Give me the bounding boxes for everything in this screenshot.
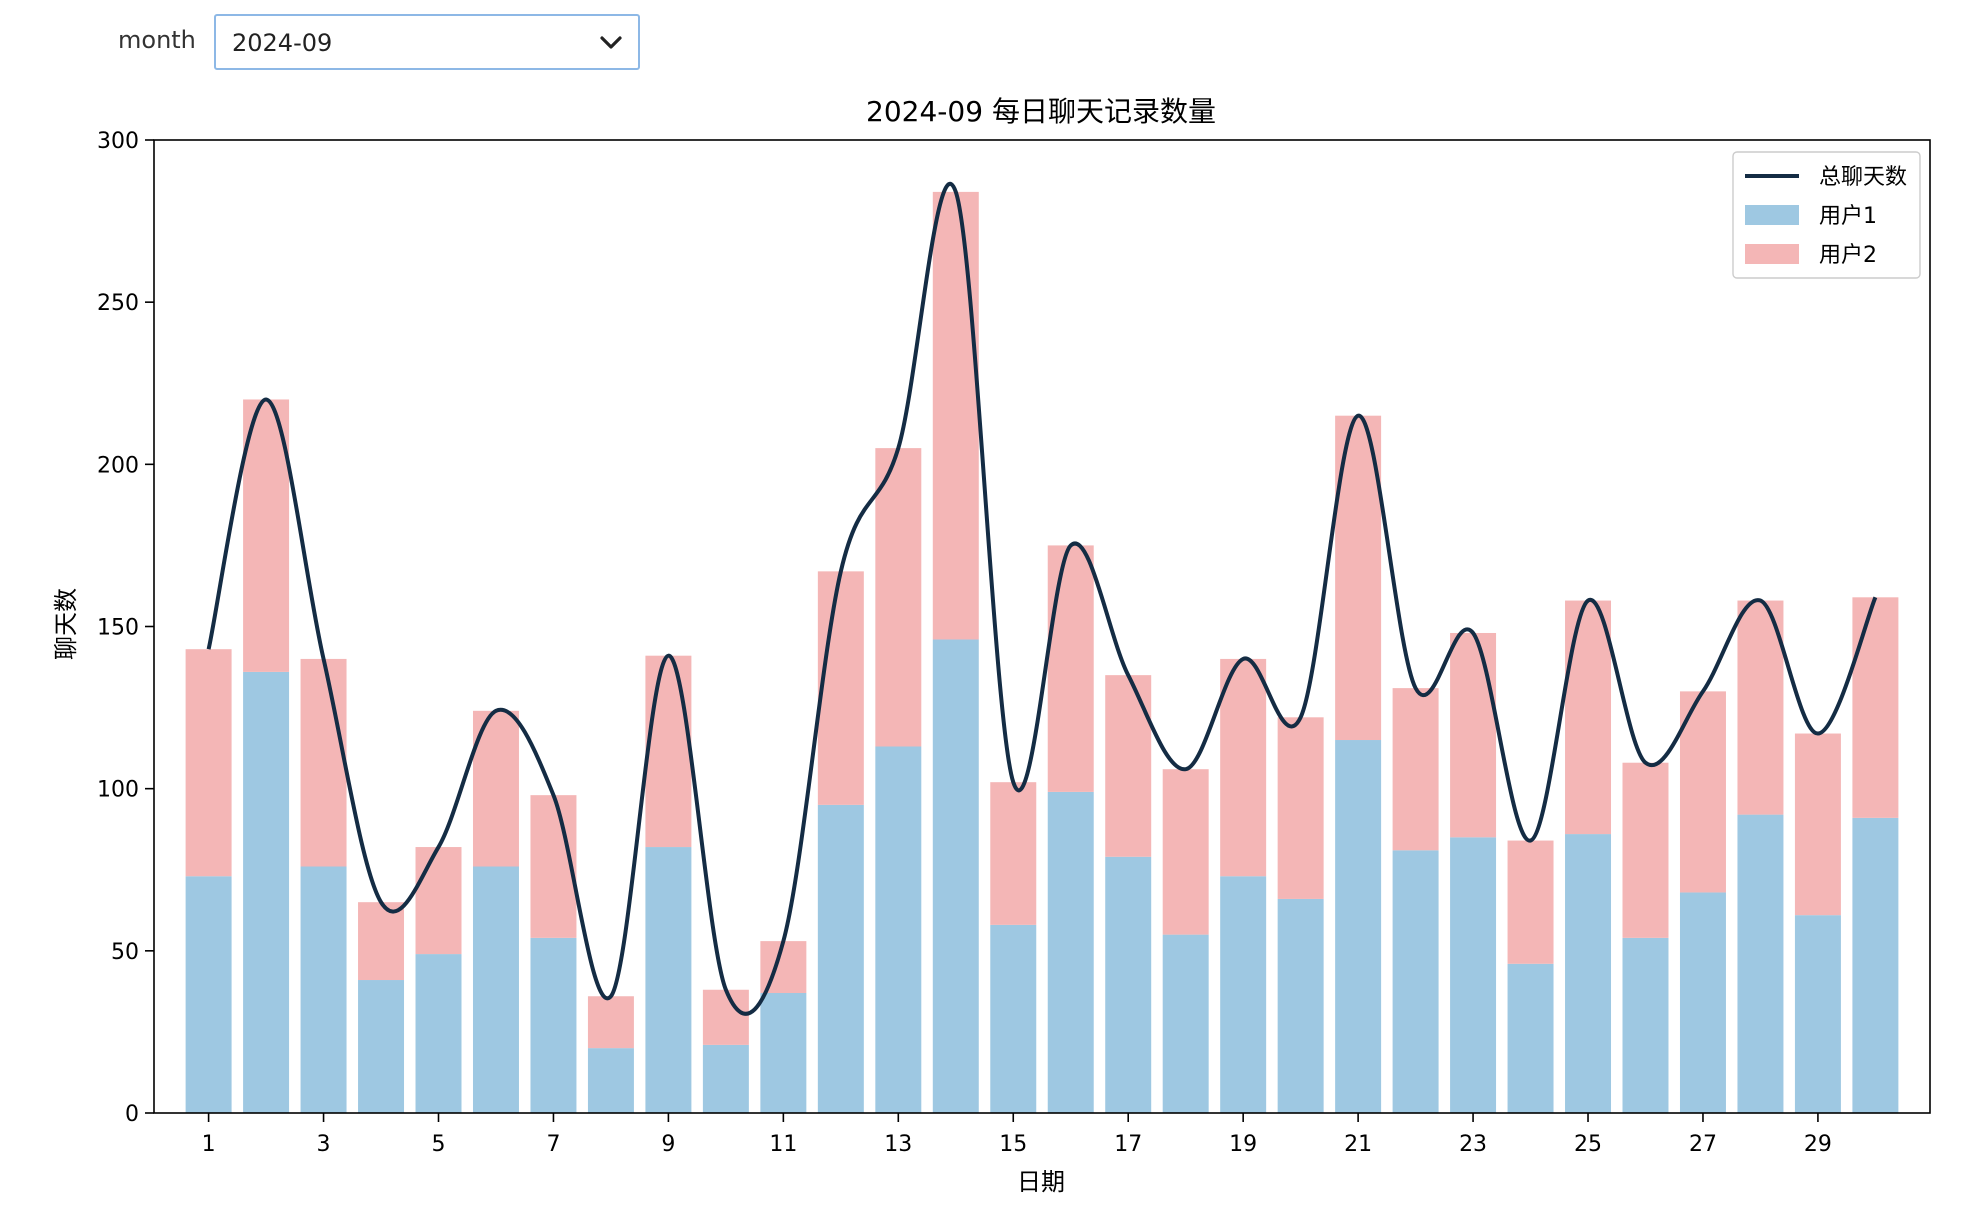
bar-user2: [1450, 632, 1497, 838]
x-axis-label: 日期: [1017, 1168, 1065, 1196]
y-tick-label: 250: [97, 291, 139, 316]
bar-user2: [1507, 840, 1554, 964]
month-filter-bar: month 2024-09: [0, 0, 1968, 80]
bar-user1: [185, 876, 232, 1113]
bar-user1: [530, 937, 577, 1113]
bar-user1: [1565, 834, 1612, 1113]
month-label: month: [118, 26, 196, 54]
bar-user1: [1450, 837, 1497, 1113]
bar-user2: [1852, 597, 1899, 818]
bar-user2: [415, 847, 462, 955]
bar-user2: [932, 191, 979, 640]
x-tick-label: 3: [317, 1132, 331, 1157]
bar-user2: [1047, 545, 1094, 792]
x-tick-label: 13: [884, 1132, 912, 1157]
x-tick-label: 17: [1114, 1132, 1142, 1157]
bar-user1: [932, 639, 979, 1113]
month-select[interactable]: 2024-09: [214, 14, 640, 70]
bar-user1: [243, 671, 290, 1113]
bar-user2: [817, 571, 864, 805]
bar-user2: [875, 448, 922, 747]
bar-user2: [990, 782, 1037, 925]
legend-label: 总聊天数: [1819, 165, 1907, 190]
bar-user1: [472, 866, 519, 1113]
bar-user1: [702, 1044, 749, 1113]
x-tick-label: 25: [1574, 1132, 1602, 1157]
bar-user1: [645, 847, 692, 1113]
bar-user2: [1737, 600, 1784, 815]
bar-user2: [645, 655, 692, 848]
total-chat-line: [206, 181, 1878, 1016]
bar-user1: [1220, 876, 1267, 1113]
bar-user1: [1392, 850, 1439, 1113]
legend-swatch-user2: [1745, 244, 1799, 264]
bar-user1: [358, 980, 405, 1113]
bar-user1: [875, 746, 922, 1113]
chevron-down-icon: [600, 36, 622, 49]
bar-user1: [1679, 892, 1726, 1113]
y-tick-label: 300: [97, 129, 139, 154]
bar-user1: [1162, 934, 1209, 1113]
y-tick-label: 200: [97, 453, 139, 478]
bar-user2: [1162, 769, 1209, 935]
bar-user1: [1507, 963, 1554, 1113]
bar-user2: [1565, 600, 1612, 835]
month-select-value: 2024-09: [232, 29, 333, 57]
x-tick-label: 21: [1344, 1132, 1372, 1157]
bar-user1: [760, 992, 807, 1113]
bar-user1: [1737, 814, 1784, 1113]
bar-user2: [1220, 658, 1267, 877]
bar-user2: [702, 989, 749, 1045]
y-tick-label: 0: [125, 1102, 139, 1127]
x-tick-label: 23: [1459, 1132, 1487, 1157]
bar-user1: [1277, 898, 1324, 1113]
bar-user2: [1794, 733, 1841, 916]
bar-user2: [1277, 717, 1324, 899]
bar-user1: [1105, 856, 1152, 1113]
bar-user2: [530, 795, 577, 938]
bar-user2: [1622, 762, 1669, 938]
x-tick-label: 19: [1229, 1132, 1257, 1157]
legend-label: 用户1: [1819, 204, 1877, 229]
bar-user2: [587, 996, 634, 1049]
x-tick-label: 27: [1689, 1132, 1717, 1157]
y-axis-label: 聊天数: [52, 588, 80, 660]
bar-user1: [1047, 791, 1094, 1113]
x-tick-label: 5: [432, 1132, 446, 1157]
y-tick-label: 150: [97, 616, 139, 641]
legend-label: 用户2: [1819, 243, 1877, 268]
bar-user2: [243, 399, 290, 672]
bar-user1: [415, 954, 462, 1113]
bar-user1: [1794, 915, 1841, 1113]
x-tick-label: 11: [769, 1132, 797, 1157]
bar-user1: [1852, 817, 1899, 1113]
y-tick-label: 100: [97, 778, 139, 803]
bar-user1: [990, 924, 1037, 1113]
legend-swatch-user1: [1745, 205, 1799, 225]
x-tick-label: 15: [999, 1132, 1027, 1157]
bar-user2: [1392, 688, 1439, 851]
chart-title: 2024-09 每日聊天记录数量: [866, 95, 1216, 128]
x-tick-label: 29: [1804, 1132, 1832, 1157]
bar-user2: [358, 902, 405, 981]
bar-user2: [185, 649, 232, 877]
bar-user2: [300, 658, 347, 867]
bar-user1: [817, 804, 864, 1113]
bar-user1: [1335, 740, 1382, 1113]
bar-user1: [300, 866, 347, 1113]
bar-user2: [1105, 675, 1152, 857]
bar-user1: [1622, 937, 1669, 1113]
x-tick-label: 7: [546, 1132, 560, 1157]
x-tick-label: 1: [202, 1132, 216, 1157]
bar-user2: [1679, 691, 1726, 893]
bar-user1: [587, 1048, 634, 1113]
x-tick-label: 9: [661, 1132, 675, 1157]
y-tick-label: 50: [111, 940, 139, 965]
